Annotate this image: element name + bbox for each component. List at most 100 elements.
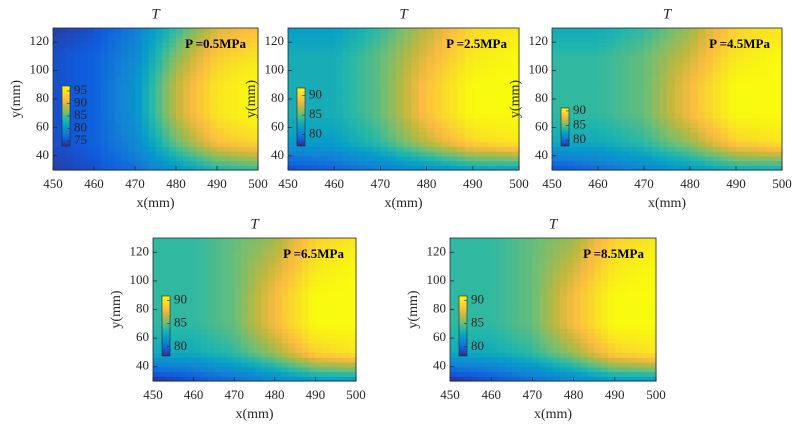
- field-cell: [504, 319, 513, 325]
- field-cell: [601, 357, 609, 363]
- field-cell: [395, 89, 405, 95]
- field-cell: [456, 280, 465, 287]
- field-cell: [442, 155, 451, 162]
- field-cell: [240, 276, 249, 282]
- field-cell: [649, 352, 657, 358]
- field-cell: [100, 56, 109, 62]
- field-cell: [642, 266, 650, 272]
- field-cell: [281, 261, 289, 268]
- field-cell: [288, 261, 296, 268]
- field-cell: [601, 247, 609, 253]
- field-cell: [288, 46, 297, 53]
- field-cell: [203, 89, 211, 95]
- field-cell: [335, 347, 344, 353]
- field-cell: [403, 51, 412, 57]
- field-cell: [651, 42, 660, 48]
- field-cell: [203, 61, 211, 67]
- field-cell: [244, 146, 252, 152]
- field-cell: [465, 70, 474, 76]
- field-cell: [642, 361, 650, 368]
- field-cell: [328, 280, 337, 287]
- field-cell: [518, 319, 527, 325]
- field-cell: [207, 261, 215, 268]
- field-cell: [580, 242, 588, 249]
- field-cell: [315, 366, 323, 373]
- field-cell: [295, 261, 303, 268]
- field-cell: [743, 80, 752, 86]
- field-cell: [303, 103, 312, 110]
- field-cell: [180, 238, 188, 244]
- field-cell: [114, 46, 122, 53]
- field-cell: [335, 342, 344, 349]
- field-cell: [180, 252, 188, 258]
- field-cell: [628, 361, 636, 368]
- field-cell: [349, 314, 357, 320]
- field-cell: [311, 141, 320, 147]
- field-cell: [621, 84, 630, 91]
- field-cell: [186, 347, 195, 353]
- field-cell: [751, 117, 760, 124]
- field-cell: [308, 266, 316, 272]
- field-cell: [322, 304, 330, 311]
- field-cell: [322, 376, 330, 382]
- field-cell: [465, 103, 474, 110]
- chart-title: T: [663, 6, 673, 22]
- field-cell: [601, 319, 609, 325]
- field-cell: [539, 376, 547, 382]
- field-cell: [525, 342, 533, 349]
- field-cell: [628, 323, 636, 330]
- field-cell: [349, 295, 357, 301]
- field-cell: [342, 342, 350, 349]
- field-cell: [705, 51, 714, 57]
- field-cell: [477, 290, 485, 296]
- field-cell: [388, 46, 397, 53]
- field-cell: [751, 103, 760, 110]
- field-cell: [328, 261, 337, 268]
- field-cell: [621, 290, 630, 296]
- field-cell: [450, 328, 458, 334]
- field-cell: [736, 160, 745, 166]
- field-cell: [449, 127, 458, 133]
- field-cell: [498, 366, 506, 373]
- field-cell: [587, 271, 595, 277]
- field-cell: [254, 347, 262, 353]
- field-cell: [169, 113, 177, 119]
- field-cell: [575, 103, 584, 110]
- field-cell: [559, 238, 568, 244]
- field-cell: [613, 94, 622, 100]
- field-cell: [254, 304, 262, 311]
- field-cell: [484, 295, 492, 301]
- field-cell: [155, 65, 163, 72]
- field-cell: [207, 352, 215, 358]
- field-cell: [667, 65, 676, 72]
- field-cell: [227, 242, 235, 249]
- field-cell: [220, 242, 229, 249]
- field-cell: [575, 122, 584, 128]
- field-cell: [511, 51, 520, 57]
- field-cell: [449, 165, 458, 171]
- field-cell: [594, 290, 602, 296]
- field-cell: [380, 132, 389, 138]
- field-cell: [659, 151, 668, 157]
- field-cell: [288, 357, 296, 363]
- field-cell: [114, 70, 122, 76]
- field-cell: [87, 141, 95, 147]
- field-cell: [100, 28, 109, 34]
- field-cell: [247, 304, 256, 311]
- field-cell: [552, 117, 561, 124]
- x-tick-label: 470: [371, 176, 391, 191]
- field-cell: [621, 136, 630, 143]
- field-cell: [210, 165, 218, 171]
- field-cell: [539, 371, 547, 377]
- field-cell: [180, 290, 188, 296]
- field-cell: [223, 37, 232, 43]
- field-cell: [155, 94, 163, 100]
- field-cell: [621, 160, 630, 166]
- field-cell: [395, 84, 405, 91]
- field-cell: [495, 51, 505, 57]
- field-cell: [207, 366, 215, 373]
- field-cell: [342, 271, 350, 277]
- field-cell: [720, 80, 729, 86]
- field-cell: [697, 122, 706, 128]
- field-cell: [128, 99, 136, 105]
